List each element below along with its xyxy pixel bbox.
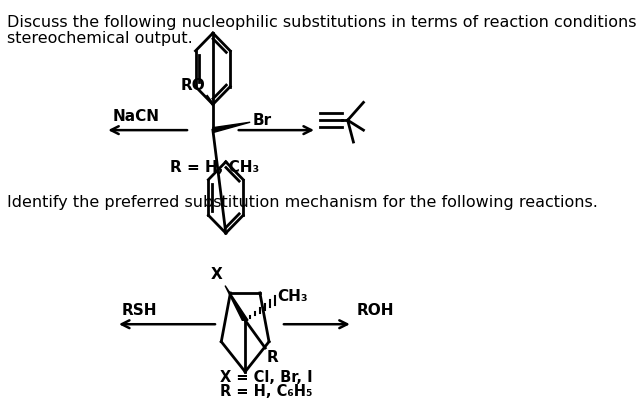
Text: RO: RO [180,78,205,93]
Text: CH₃: CH₃ [278,289,308,304]
Text: Br: Br [253,113,272,128]
Text: NaCN: NaCN [113,109,159,124]
Text: stereochemical output.: stereochemical output. [7,31,193,46]
Text: R = H, CH₃: R = H, CH₃ [170,160,259,175]
Text: X: X [210,267,222,282]
Text: R: R [267,350,278,365]
Polygon shape [213,122,250,133]
Text: RSH: RSH [122,303,157,318]
Text: X = Cl, Br, I: X = Cl, Br, I [220,370,313,385]
Polygon shape [225,286,248,320]
Text: Discuss the following nucleophilic substitutions in terms of reaction conditions: Discuss the following nucleophilic subst… [7,15,637,30]
Text: Identify the preferred substitution mechanism for the following reactions.: Identify the preferred substitution mech… [7,196,598,210]
Text: ROH: ROH [357,303,394,318]
Text: R = H, C₆H₅: R = H, C₆H₅ [220,384,313,399]
